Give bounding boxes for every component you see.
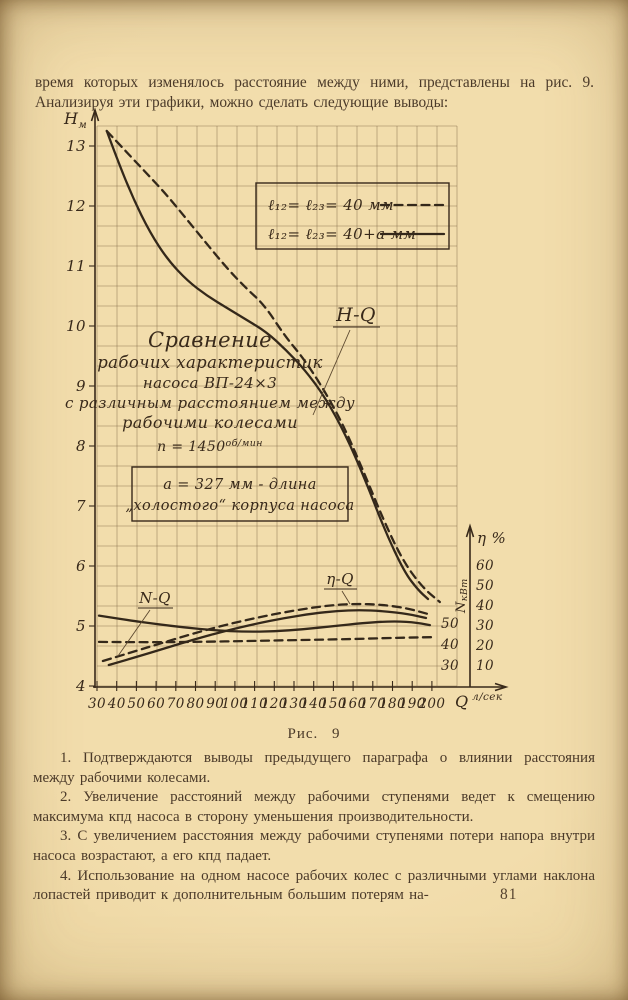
svg-text:30: 30 [476, 618, 494, 634]
svg-text:80: 80 [187, 696, 205, 712]
svg-text:50: 50 [127, 696, 145, 712]
svg-text:200: 200 [417, 696, 445, 712]
svg-text:180: 180 [379, 696, 406, 712]
svg-text:10: 10 [66, 317, 86, 335]
svg-text:60: 60 [147, 696, 165, 712]
svg-text:η %: η % [477, 529, 506, 547]
svg-text:170: 170 [359, 696, 386, 712]
svg-text:рабочих характеристик: рабочих характеристик [97, 353, 323, 372]
svg-text:η-Q: η-Q [326, 570, 354, 588]
svg-text:с различным расстоянием между: с различным расстоянием между [65, 394, 355, 412]
svg-text:4: 4 [75, 677, 86, 695]
svg-text:110: 110 [241, 696, 268, 712]
conclusion-paragraph-1: 1. Подтверждаются выводы предыдущего пар… [33, 750, 595, 786]
svg-text:7: 7 [76, 497, 86, 515]
svg-text:8: 8 [76, 437, 86, 455]
chart-legend: ℓ₁₂= ℓ₂₃= 40 мм ℓ₁₂= ℓ₂₃= 40+a мм [255, 182, 450, 250]
svg-text:„холостого“ корпуса насоса: „холостого“ корпуса насоса [125, 498, 354, 514]
svg-text:ℓ₁₂= ℓ₂₃= 40 мм: ℓ₁₂= ℓ₂₃= 40 мм [268, 196, 394, 214]
page-number: 81 [500, 886, 518, 903]
svg-text:рабочими колесами: рабочими колесами [122, 413, 298, 432]
svg-text:Hм: Hм [63, 109, 87, 131]
svg-text:190: 190 [399, 696, 426, 712]
svg-text:30: 30 [441, 658, 459, 674]
svg-text:160: 160 [340, 696, 367, 712]
conclusion-paragraph-3: 3. С увеличением расстояния между рабочи… [33, 828, 595, 864]
figure-chart: 30 40 50 60 70 80 9010011012013014015016017018… [63, 107, 509, 712]
svg-text:N-Q: N-Q [138, 589, 171, 607]
svg-text:60: 60 [476, 558, 494, 574]
svg-text:40: 40 [475, 598, 494, 614]
svg-text:a = 327 мм - длина: a = 327 мм - длина [163, 477, 317, 493]
svg-text:50: 50 [441, 616, 459, 632]
svg-text:9: 9 [76, 377, 86, 395]
conclusion-paragraph-4: 4. Использование на одном насосе рабочих… [33, 867, 595, 904]
intro-paragraph: время которых изменялось расстояние межд… [35, 74, 594, 111]
svg-text:130: 130 [281, 696, 308, 712]
svg-text:120: 120 [261, 696, 288, 712]
svg-text:30: 30 [88, 696, 106, 712]
svg-text:12: 12 [66, 197, 86, 215]
svg-text:Q: Q [455, 692, 469, 711]
svg-text:5: 5 [76, 617, 86, 635]
svg-text:n = 1450об/мин: n = 1450об/мин [157, 438, 263, 455]
svg-text:6: 6 [76, 557, 86, 575]
svg-text:13: 13 [66, 137, 86, 155]
svg-text:90: 90 [206, 696, 224, 712]
svg-text:100: 100 [221, 696, 248, 712]
conclusions: 1. Подтверждаются выводы предыдущего пар… [33, 749, 595, 906]
svg-text:40: 40 [440, 637, 459, 653]
svg-text:л/сек: л/сек [472, 691, 503, 703]
svg-text:Сравнение: Сравнение [148, 328, 272, 352]
conclusion-paragraph-2: 2. Увеличение расстояний между рабочими … [33, 789, 595, 825]
chart-axes: 30 40 50 60 70 80 9010011012013014015016017018… [63, 107, 509, 712]
chart-series: H-Q (ℓ=40 мм)H-Q (ℓ=40+a мм)η-Q (ℓ=40 мм… [97, 129, 441, 667]
svg-text:H-Q: H-Q [335, 304, 376, 326]
svg-text:ℓ₁₂= ℓ₂₃= 40+a мм: ℓ₁₂= ℓ₂₃= 40+a мм [268, 225, 416, 243]
svg-text:140: 140 [300, 696, 327, 712]
svg-text:70: 70 [167, 696, 185, 712]
figure-caption: Рис. 9 [287, 726, 341, 742]
chart-grid [96, 125, 458, 687]
svg-text:20: 20 [475, 638, 494, 654]
svg-text:40: 40 [107, 696, 126, 712]
svg-text:10: 10 [476, 658, 494, 674]
svg-text:150: 150 [320, 696, 347, 712]
svg-text:50: 50 [476, 578, 494, 594]
svg-text:насоса ВП-24×3: насоса ВП-24×3 [143, 374, 277, 392]
svg-text:11: 11 [66, 257, 86, 275]
svg-text:NкВт: NкВт [454, 578, 470, 614]
